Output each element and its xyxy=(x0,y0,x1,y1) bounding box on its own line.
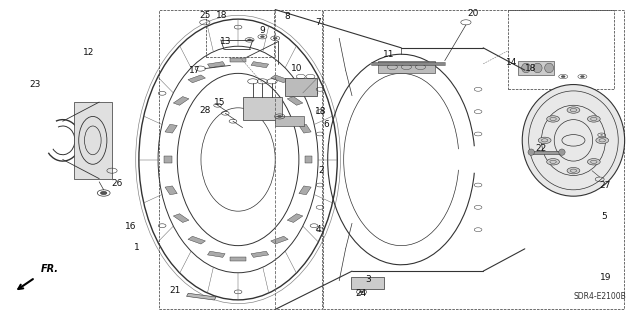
Circle shape xyxy=(547,116,559,122)
Circle shape xyxy=(580,76,584,78)
Bar xyxy=(230,58,246,62)
Circle shape xyxy=(561,76,565,78)
Text: 12: 12 xyxy=(83,48,95,57)
Text: 23: 23 xyxy=(29,80,40,89)
Circle shape xyxy=(567,167,580,174)
Bar xyxy=(207,62,225,68)
Text: 11: 11 xyxy=(383,50,394,59)
Text: 26: 26 xyxy=(111,179,123,188)
Circle shape xyxy=(538,137,551,144)
Ellipse shape xyxy=(545,63,554,73)
Bar xyxy=(323,10,624,309)
Text: 28: 28 xyxy=(200,106,211,115)
Bar xyxy=(188,236,205,244)
Bar xyxy=(251,251,269,257)
Bar xyxy=(285,78,317,96)
Ellipse shape xyxy=(522,85,625,196)
Bar xyxy=(173,214,189,222)
Bar xyxy=(518,61,554,75)
Circle shape xyxy=(248,39,252,41)
Bar xyxy=(230,257,246,261)
Bar xyxy=(159,10,322,309)
Text: 24: 24 xyxy=(355,289,367,298)
Circle shape xyxy=(260,36,264,38)
Text: 18: 18 xyxy=(216,11,227,20)
Text: 19: 19 xyxy=(600,273,611,282)
Text: 15: 15 xyxy=(214,98,225,107)
Ellipse shape xyxy=(522,63,531,73)
Text: 1: 1 xyxy=(134,243,140,252)
Bar xyxy=(305,156,312,164)
Bar xyxy=(271,236,288,244)
Ellipse shape xyxy=(559,149,565,155)
Text: 10: 10 xyxy=(291,64,303,73)
Bar xyxy=(508,10,614,89)
Bar xyxy=(287,97,303,105)
Text: 4: 4 xyxy=(316,225,321,234)
Text: 6: 6 xyxy=(323,120,329,129)
Text: SDR4-E2100B: SDR4-E2100B xyxy=(573,293,626,301)
Bar xyxy=(351,277,384,289)
Bar xyxy=(164,155,172,163)
Bar xyxy=(74,102,112,179)
Text: 5: 5 xyxy=(602,212,607,221)
Text: 22: 22 xyxy=(536,144,547,153)
Bar xyxy=(165,124,177,133)
Text: 3: 3 xyxy=(365,275,371,284)
Text: 7: 7 xyxy=(316,18,321,27)
Text: FR.: FR. xyxy=(40,264,58,274)
Circle shape xyxy=(596,137,609,144)
Circle shape xyxy=(547,159,559,165)
Text: 20: 20 xyxy=(467,9,479,18)
Circle shape xyxy=(588,159,600,165)
Ellipse shape xyxy=(528,149,534,155)
Text: 2: 2 xyxy=(319,166,324,175)
Text: 17: 17 xyxy=(189,66,200,75)
Bar xyxy=(378,61,435,73)
Text: 21: 21 xyxy=(169,286,180,295)
Bar xyxy=(186,293,216,300)
Bar xyxy=(275,116,304,126)
Text: 16: 16 xyxy=(125,222,136,231)
Bar xyxy=(206,10,274,57)
Bar xyxy=(188,75,205,83)
Text: 13: 13 xyxy=(220,37,232,46)
Circle shape xyxy=(100,191,107,195)
Bar xyxy=(287,214,303,222)
Bar xyxy=(251,62,269,68)
Circle shape xyxy=(360,291,364,293)
Circle shape xyxy=(567,107,580,113)
Text: 8: 8 xyxy=(284,12,290,21)
Circle shape xyxy=(273,37,277,39)
Text: 18: 18 xyxy=(525,64,536,73)
Bar xyxy=(243,97,282,120)
Text: 18: 18 xyxy=(315,107,326,115)
Text: 9: 9 xyxy=(260,26,266,35)
Bar xyxy=(173,97,189,105)
Circle shape xyxy=(600,134,603,136)
Bar xyxy=(165,186,177,195)
Bar xyxy=(299,186,311,195)
Bar xyxy=(207,251,225,257)
Bar xyxy=(531,151,562,154)
Circle shape xyxy=(588,116,600,122)
Text: 27: 27 xyxy=(600,181,611,189)
Bar xyxy=(271,75,288,83)
Text: 14: 14 xyxy=(506,58,517,67)
Ellipse shape xyxy=(533,63,542,73)
Text: 25: 25 xyxy=(200,11,211,20)
Bar xyxy=(299,124,311,133)
Circle shape xyxy=(278,115,282,117)
